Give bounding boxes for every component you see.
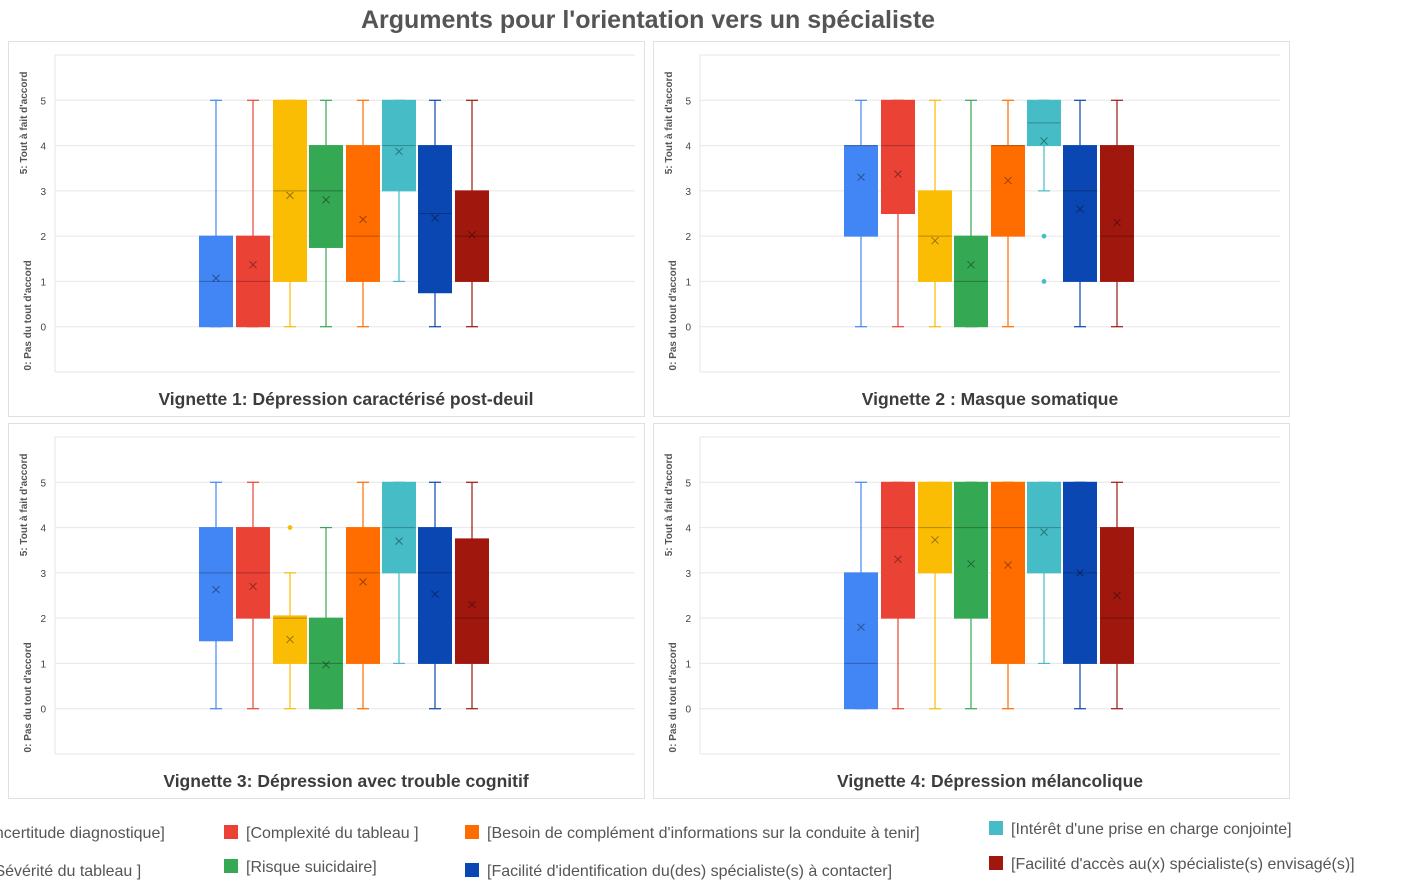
box-iqr	[882, 100, 915, 213]
legend-swatch	[465, 825, 479, 839]
legend-label: [Complexité du tableau ]	[246, 825, 419, 842]
outlier-point	[288, 525, 293, 530]
box-iqr	[200, 528, 233, 641]
y-tick-label: 0	[685, 705, 691, 716]
panel-title: Vignette 2 : Masque somatique	[862, 389, 1119, 409]
y-axis-label-top: 5: Tout à fait d'accord	[19, 454, 30, 557]
legend-label: [Facilité d'accès au(x) spécialiste(s) e…	[1011, 856, 1355, 873]
y-tick-label: 1	[40, 277, 46, 288]
legend-swatch	[224, 859, 238, 873]
y-tick-label: 5	[40, 478, 46, 489]
y-tick-label: 0	[685, 323, 691, 334]
legend-item: [Sévérité du tableau ]	[0, 863, 141, 881]
box-iqr	[992, 146, 1025, 237]
legend-item: [Incertitude diagnostique]	[0, 825, 165, 843]
y-tick-label: 0	[40, 705, 46, 716]
box-iqr	[845, 573, 878, 709]
outlier-point	[1042, 279, 1047, 284]
y-tick-label: 4	[40, 524, 46, 535]
legend-item: [Intérêt d'une prise en charge conjointe…	[989, 821, 1292, 839]
legend-label: [Sévérité du tableau ]	[0, 863, 141, 880]
box-iqr	[882, 482, 915, 618]
chart-panel-vignette-2: 0 1 2 3 4 5 5: Tout à fait d'accord 0: Pas du t…	[653, 41, 1290, 417]
y-tick-label: 4	[685, 142, 691, 153]
legend-item: [Facilité d'identification du(des) spéci…	[465, 863, 892, 881]
y-tick-label: 4	[685, 524, 691, 535]
y-axis-label-bottom: 0: Pas du tout d'accord	[23, 642, 34, 752]
chart-panel-vignette-1: 0 1 2 3 4 5 5: Tout à fait d'accord 0: Pas du t…	[8, 41, 645, 417]
panel-title: Vignette 4: Dépression mélancolique	[837, 771, 1143, 791]
y-axis-label-top: 5: Tout à fait d'accord	[664, 72, 675, 175]
box-iqr	[419, 146, 452, 293]
box-iqr	[456, 539, 489, 664]
box-iqr	[310, 146, 343, 248]
legend-item: [Besoin de complément d'informations sur…	[465, 825, 920, 843]
box-iqr	[992, 482, 1025, 663]
legend-item: [Complexité du tableau ]	[224, 825, 419, 843]
box-iqr	[347, 146, 380, 282]
legend-item: [Risque suicidaire]	[224, 859, 377, 877]
legend-label: [Risque suicidaire]	[246, 859, 377, 876]
y-axis-label-top: 5: Tout à fait d'accord	[664, 454, 675, 557]
box-iqr	[347, 528, 380, 664]
box-iqr	[419, 528, 452, 664]
chart-svg-vignette-4: 0 1 2 3 4 5 5: Tout à fait d'accord 0: Pas du t…	[653, 423, 1290, 799]
y-tick-label: 2	[40, 232, 46, 243]
chart-panel-vignette-3: 0 1 2 3 4 5 5: Tout à fait d'accord 0: Pas du t…	[8, 423, 645, 799]
legend-swatch	[465, 863, 479, 877]
box-iqr	[955, 482, 988, 618]
y-axis-label-top: 5: Tout à fait d'accord	[19, 72, 30, 175]
y-axis-label-bottom: 0: Pas du tout d'accord	[668, 642, 679, 752]
chart-title: Arguments pour l'orientation vers un spé…	[0, 6, 1296, 35]
chart-svg-vignette-2: 0 1 2 3 4 5 5: Tout à fait d'accord 0: Pas du t…	[653, 41, 1290, 417]
legend-swatch	[989, 856, 1003, 870]
y-tick-label: 3	[685, 187, 691, 198]
y-tick-label: 5	[40, 96, 46, 107]
y-tick-label: 1	[40, 659, 46, 670]
box-iqr	[1064, 146, 1097, 282]
y-tick-label: 5	[685, 96, 691, 107]
y-axis-label-bottom: 0: Pas du tout d'accord	[23, 260, 34, 370]
legend-label: [Intérêt d'une prise en charge conjointe…	[1011, 821, 1292, 838]
legend-swatch	[989, 821, 1003, 835]
chart-panel-vignette-4: 0 1 2 3 4 5 5: Tout à fait d'accord 0: Pas du t…	[653, 423, 1290, 799]
legend-label: [Besoin de complément d'informations sur…	[487, 825, 920, 842]
y-tick-label: 3	[40, 187, 46, 198]
y-tick-label: 1	[685, 659, 691, 670]
y-axis-label-bottom: 0: Pas du tout d'accord	[668, 260, 679, 370]
chart-svg-vignette-3: 0 1 2 3 4 5 5: Tout à fait d'accord 0: Pas du t…	[8, 423, 645, 799]
panel-title: Vignette 3: Dépression avec trouble cogn…	[163, 771, 528, 791]
legend-item: [Facilité d'accès au(x) spécialiste(s) e…	[989, 856, 1355, 874]
box-iqr	[1101, 146, 1134, 282]
y-tick-label: 5	[685, 478, 691, 489]
legend-label: [Incertitude diagnostique]	[0, 825, 165, 842]
legend-swatch	[224, 825, 238, 839]
chart-svg-vignette-1: 0 1 2 3 4 5 5: Tout à fait d'accord 0: Pas du t…	[8, 41, 645, 417]
y-tick-label: 2	[40, 614, 46, 625]
outlier-point	[1042, 234, 1047, 239]
y-tick-label: 2	[685, 614, 691, 625]
y-tick-label: 4	[40, 142, 46, 153]
y-tick-label: 1	[685, 277, 691, 288]
y-tick-label: 0	[40, 323, 46, 334]
y-tick-label: 3	[685, 569, 691, 580]
legend-label: [Facilité d'identification du(des) spéci…	[487, 863, 892, 880]
y-tick-label: 2	[685, 232, 691, 243]
y-tick-label: 3	[40, 569, 46, 580]
panel-title: Vignette 1: Dépression caractérisé post-…	[158, 389, 533, 409]
box-iqr	[845, 146, 878, 237]
